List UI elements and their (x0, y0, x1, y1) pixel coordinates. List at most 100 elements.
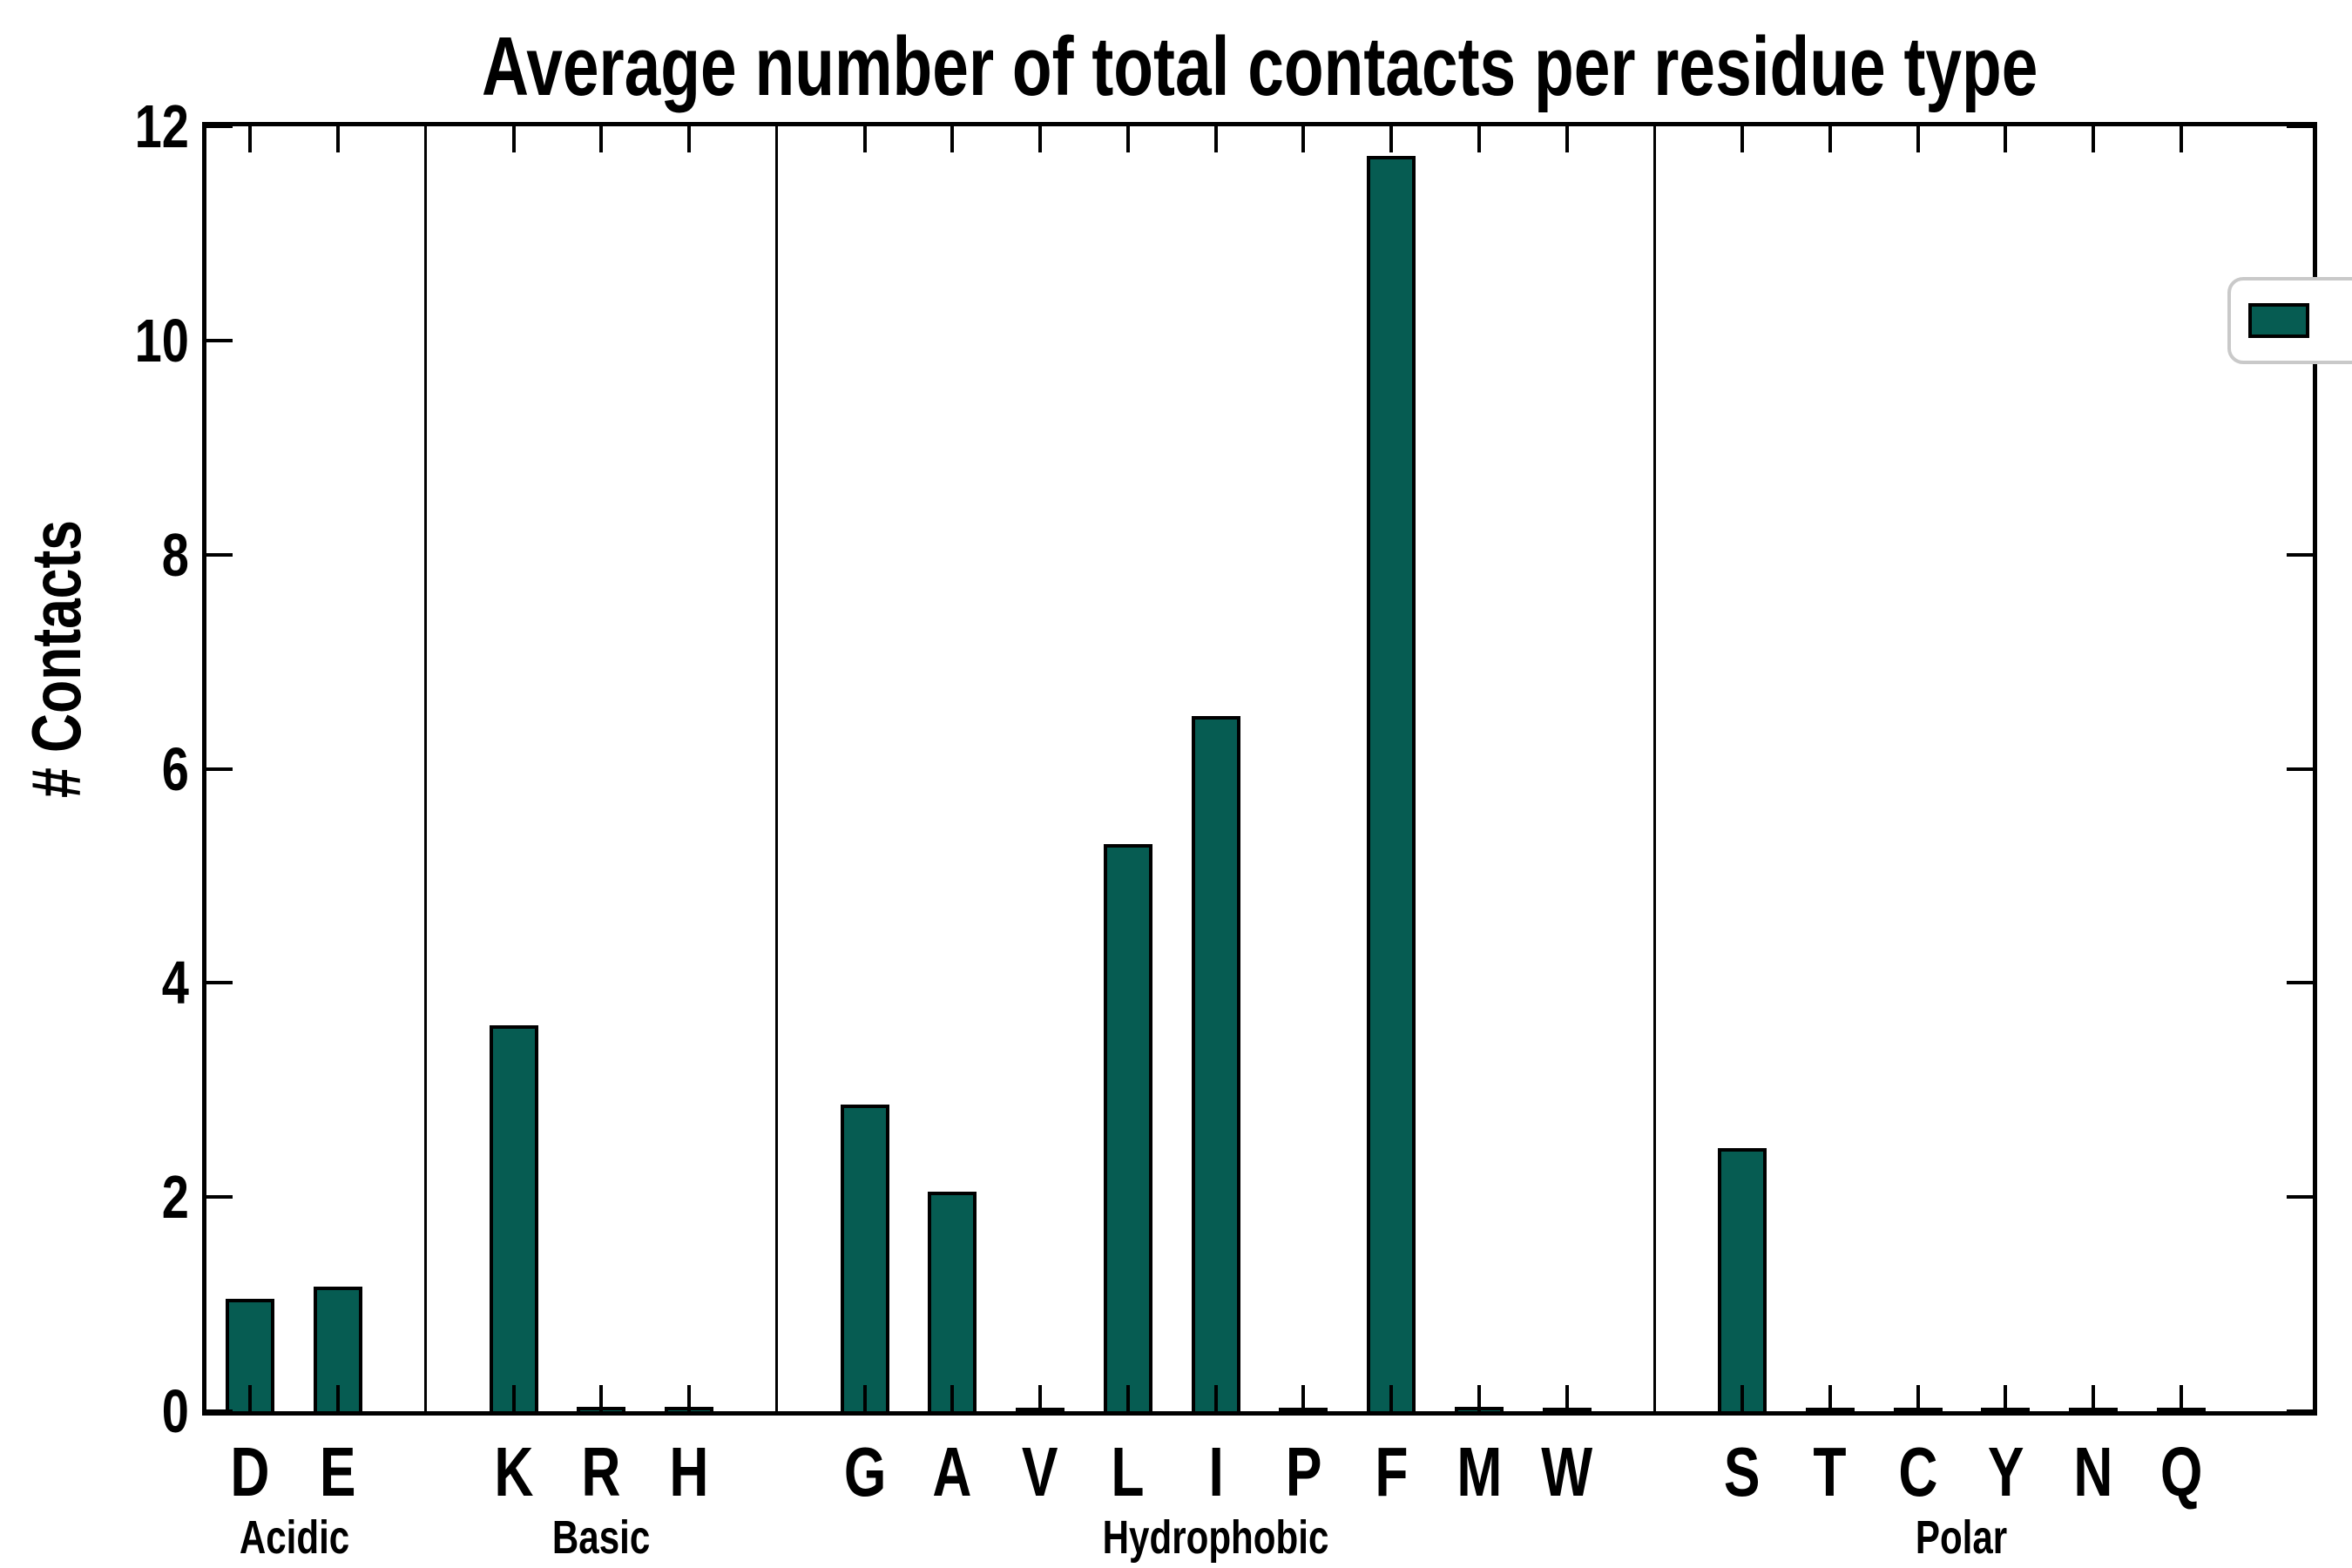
y-tick-label: 2 (15, 1160, 189, 1233)
x-tick-top (1125, 126, 1130, 152)
y-tick-label-text: 0 (161, 1377, 189, 1445)
x-tick-label-C: C (1857, 1433, 1979, 1511)
x-tick-top (1828, 126, 1832, 152)
x-tick-label-V: V (979, 1433, 1101, 1511)
group-separator-line (424, 126, 428, 1411)
x-tick-label-R: R (540, 1433, 662, 1511)
x-tick-top (248, 126, 253, 152)
legend: POPC (2227, 277, 2352, 364)
y-tick-left (206, 981, 233, 985)
x-tick-label-E: E (277, 1433, 399, 1511)
x-tick-bottom (1389, 1385, 1394, 1411)
x-tick-label-M: M (1418, 1433, 1540, 1511)
y-tick-label-text: 12 (134, 92, 189, 160)
group-separator-line (1652, 126, 1656, 1411)
x-tick-label-H: H (628, 1433, 750, 1511)
x-tick-bottom (1038, 1385, 1043, 1411)
x-tick-bottom (336, 1385, 341, 1411)
x-tick-top (687, 126, 692, 152)
x-tick-label-A: A (891, 1433, 1013, 1511)
chart-title: Average number of total contacts per res… (206, 19, 2313, 115)
x-tick-bottom (2179, 1385, 2183, 1411)
y-tick-left (206, 1409, 233, 1413)
x-tick-top (2179, 126, 2183, 152)
y-tick-left (206, 125, 233, 128)
x-tick-bottom (1301, 1385, 1306, 1411)
x-tick-label-text: S (1724, 1433, 1761, 1511)
bar-K (489, 1025, 538, 1411)
x-tick-label-Q: Q (2120, 1433, 2242, 1511)
group-label-hydrophobic: Hydrophobic (998, 1510, 1434, 1565)
group-label-acidic: Acidic (77, 1510, 512, 1565)
x-tick-label-text: W (1541, 1433, 1593, 1511)
bar-I (1191, 716, 1240, 1411)
y-tick-left (206, 552, 233, 557)
y-tick-left (206, 338, 233, 342)
y-axis-label: # Contacts (17, 381, 96, 938)
bar-S (1718, 1148, 1767, 1411)
x-tick-bottom (950, 1385, 955, 1411)
x-tick-label-text: E (320, 1433, 356, 1511)
x-tick-label-Y: Y (1944, 1433, 2066, 1511)
x-tick-label-text: H (669, 1433, 709, 1511)
x-tick-label-P: P (1242, 1433, 1364, 1511)
bar-F (1367, 156, 1416, 1411)
x-tick-top (1740, 126, 1745, 152)
x-tick-label-N: N (2032, 1433, 2154, 1511)
y-tick-label: 8 (15, 518, 189, 591)
x-tick-bottom (1213, 1385, 1218, 1411)
x-tick-label-text: Y (1987, 1433, 2024, 1511)
x-tick-top (862, 126, 867, 152)
x-tick-label-text: P (1285, 1433, 1322, 1511)
x-tick-top (1916, 126, 1920, 152)
group-label-polar: Polar (1744, 1510, 2180, 1565)
y-tick-right (2287, 1409, 2313, 1413)
x-tick-label-I: I (1155, 1433, 1277, 1511)
x-tick-bottom (1125, 1385, 1130, 1411)
x-tick-top (1477, 126, 1481, 152)
y-tick-label: 10 (15, 304, 189, 377)
bar-G (840, 1105, 889, 1411)
legend-swatch (2248, 303, 2309, 338)
y-tick-label-text: 4 (161, 949, 189, 1017)
x-tick-label-T: T (1769, 1433, 1891, 1511)
x-tick-label-text: Q (2159, 1433, 2203, 1511)
x-tick-label-F: F (1330, 1433, 1452, 1511)
plot-area: POPC (202, 122, 2352, 1416)
x-tick-top (336, 126, 341, 152)
y-tick-left (206, 1195, 233, 1200)
y-tick-left (206, 767, 233, 771)
group-label-text: Acidic (239, 1511, 349, 1564)
y-tick-label: 4 (15, 946, 189, 1019)
group-label-basic: Basic (383, 1510, 819, 1565)
x-tick-top (511, 126, 516, 152)
y-tick-label: 6 (15, 733, 189, 806)
x-tick-bottom (511, 1385, 516, 1411)
x-tick-top (1301, 126, 1306, 152)
x-tick-label-text: I (1207, 1433, 1224, 1511)
x-tick-label-text: F (1375, 1433, 1409, 1511)
x-tick-label-L: L (1067, 1433, 1189, 1511)
x-tick-label-text: C (1898, 1433, 1938, 1511)
x-tick-bottom (1740, 1385, 1745, 1411)
x-tick-label-W: W (1506, 1433, 1628, 1511)
x-tick-bottom (599, 1385, 604, 1411)
x-tick-label-text: T (1813, 1433, 1847, 1511)
y-tick-right (2287, 1195, 2313, 1200)
y-tick-label-text: 10 (134, 306, 189, 375)
x-tick-label-D: D (189, 1433, 311, 1511)
x-tick-top (599, 126, 604, 152)
bar-L (1103, 844, 1152, 1411)
x-tick-bottom (1828, 1385, 1832, 1411)
x-tick-top (950, 126, 955, 152)
x-tick-top (1038, 126, 1043, 152)
y-tick-right (2287, 767, 2313, 771)
x-tick-bottom (1477, 1385, 1481, 1411)
x-tick-label-S: S (1681, 1433, 1803, 1511)
y-tick-label: 0 (15, 1375, 189, 1448)
group-label-text: Basic (552, 1511, 651, 1564)
y-tick-right (2287, 125, 2313, 128)
x-tick-bottom (1565, 1385, 1569, 1411)
y-tick-label-text: 6 (161, 734, 189, 803)
chart-title-text: Average number of total contacts per res… (481, 20, 2038, 113)
